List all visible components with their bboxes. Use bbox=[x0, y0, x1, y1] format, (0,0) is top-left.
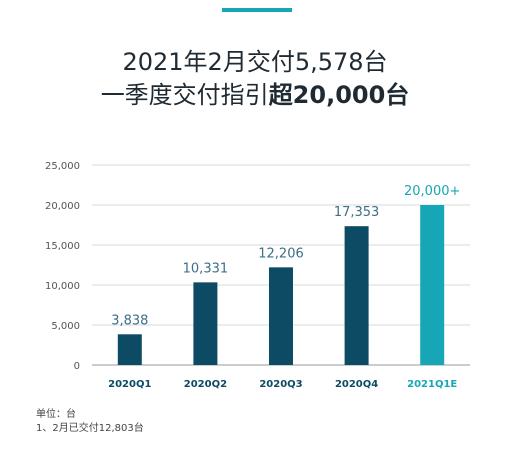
bar-2020q1 bbox=[117, 334, 142, 365]
delivery-note: 1、2月已交付12,803台 bbox=[36, 423, 144, 434]
data-label: 12,206 bbox=[258, 246, 304, 261]
x-tick-label: 2020Q1 bbox=[108, 379, 151, 390]
unit-note: 单位：台 bbox=[36, 409, 76, 420]
data-label: 10,331 bbox=[183, 261, 229, 276]
x-tick-label: 2020Q2 bbox=[184, 379, 227, 390]
x-tick-label: 2021Q1E bbox=[407, 379, 457, 390]
accent-bar bbox=[222, 8, 292, 12]
bar-2021q1e bbox=[420, 205, 445, 365]
y-tick-label: 10,000 bbox=[45, 281, 80, 292]
bar-2020q3 bbox=[269, 267, 293, 365]
bar-2020q2 bbox=[193, 282, 218, 365]
y-tick-label: 5,000 bbox=[51, 321, 80, 332]
title-line-2-bold: 超20,000台 bbox=[268, 81, 410, 109]
x-tick-label: 2020Q4 bbox=[335, 379, 378, 390]
x-tick-label: 2020Q3 bbox=[259, 379, 302, 390]
y-tick-label: 15,000 bbox=[45, 241, 80, 252]
title-line-2: 一季度交付指引超20,000台 bbox=[0, 80, 510, 110]
y-tick-label: 25,000 bbox=[45, 161, 80, 172]
y-tick-label: 20,000 bbox=[45, 201, 80, 212]
title-line-2-prefix: 一季度交付指引 bbox=[100, 81, 269, 109]
title-line-1-text: 2021年2月交付5,578台 bbox=[122, 48, 388, 76]
title-line-1: 2021年2月交付5,578台 bbox=[0, 47, 510, 77]
data-label: 3,838 bbox=[111, 313, 148, 328]
data-label: 17,353 bbox=[334, 205, 380, 220]
y-tick-label: 0 bbox=[74, 361, 80, 372]
data-label: 20,000+ bbox=[404, 184, 460, 199]
bar-2020q4 bbox=[344, 226, 369, 365]
